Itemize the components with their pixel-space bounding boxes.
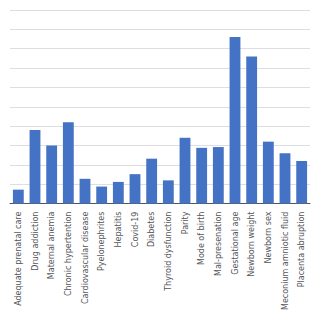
svg-text:Cardiovascular disease: Cardiovascular disease: [81, 212, 90, 305]
svg-text:Covid-19: Covid-19: [131, 212, 140, 248]
svg-text:Pyelonephrites: Pyelonephrites: [97, 212, 106, 271]
svg-text:Newborn weight: Newborn weight: [247, 212, 256, 277]
svg-text:Maternal anemia: Maternal anemia: [47, 211, 56, 279]
svg-text:Adequate prenatal care: Adequate prenatal care: [14, 212, 23, 306]
svg-text:Thyroid dysfunction: Thyroid dysfunction: [164, 212, 173, 292]
svg-text:Placenta abruption: Placenta abruption: [297, 212, 306, 288]
svg-text:Mode of birth: Mode of birth: [197, 212, 206, 265]
svg-text:Meconium amniotic fluid: Meconium amniotic fluid: [281, 212, 290, 310]
svg-text:Mal-presenation: Mal-presenation: [214, 212, 223, 276]
svg-text:Gestational age: Gestational age: [231, 212, 240, 275]
svg-text:Chronic hypertention: Chronic hypertention: [64, 212, 73, 296]
svg-text:Hepatitis: Hepatitis: [114, 212, 123, 248]
svg-text:Parity: Parity: [181, 211, 190, 234]
svg-text:Drug addiction: Drug addiction: [31, 212, 40, 271]
svg-text:Diabetes: Diabetes: [147, 212, 156, 248]
svg-text:Newborn sex: Newborn sex: [264, 211, 273, 263]
